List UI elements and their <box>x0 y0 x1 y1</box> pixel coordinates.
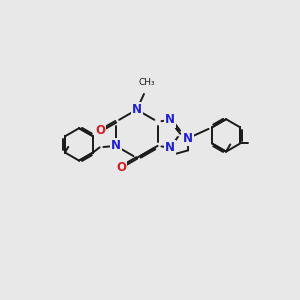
Text: N: N <box>165 113 175 126</box>
Text: N: N <box>111 140 121 152</box>
Text: CH₃: CH₃ <box>139 78 155 87</box>
Text: N: N <box>132 103 142 116</box>
Text: N: N <box>165 141 175 154</box>
Text: N: N <box>183 132 193 145</box>
Text: O: O <box>116 160 126 174</box>
Text: O: O <box>95 124 105 137</box>
